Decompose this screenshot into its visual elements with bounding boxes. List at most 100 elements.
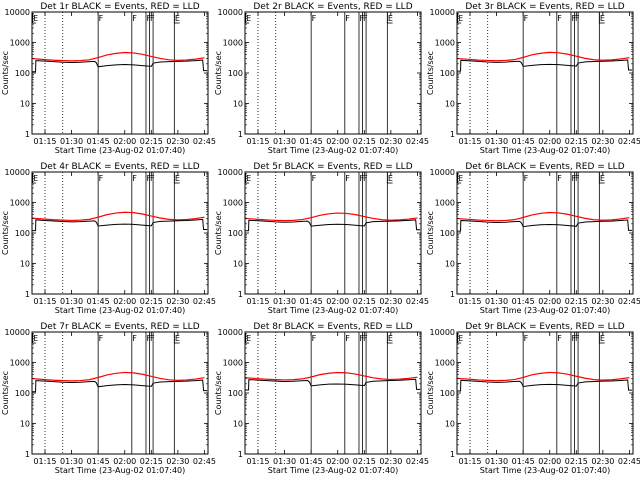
lld-series-line — [244, 212, 418, 222]
x-tick-label: 02:15 — [565, 457, 588, 466]
y-tick-label: 1000 — [435, 199, 455, 208]
y-tick-label: 100 — [440, 389, 455, 398]
mark-label: E — [175, 14, 180, 23]
mark-label: F — [571, 14, 576, 23]
y-tick-label: 10 — [445, 100, 455, 109]
y-tick-label: 10000 — [5, 328, 30, 337]
x-tick-label: 02:00 — [326, 457, 349, 466]
x-tick-label: 01:30 — [485, 457, 508, 466]
y-tick-label: 100 — [228, 69, 243, 78]
events-series-line — [32, 59, 208, 73]
y-axis-label: Counts/sec — [426, 51, 435, 95]
x-tick-label: 02:30 — [379, 297, 402, 306]
x-tick-label: 02:15 — [353, 297, 376, 306]
mark-label: F — [132, 174, 137, 183]
x-tick-label: 02:00 — [113, 137, 136, 146]
mark-label: E — [246, 174, 251, 183]
x-tick-label: 02:30 — [379, 137, 402, 146]
mark-label: F — [146, 334, 151, 343]
plot-frame — [31, 11, 209, 135]
x-tick-label: 02:15 — [565, 137, 588, 146]
x-axis-label: Start Time (23-Aug-02 01:07:40) — [268, 146, 399, 155]
mark-label: F — [146, 174, 151, 183]
lld-series-line — [456, 211, 630, 222]
x-tick-label: 02:15 — [353, 137, 376, 146]
x-tick-label: 02:15 — [353, 457, 376, 466]
x-tick-label: 01:30 — [60, 457, 83, 466]
x-tick-label: 01:45 — [87, 297, 110, 306]
y-axis-label: Counts/sec — [1, 211, 10, 255]
lld-series-line — [456, 371, 630, 382]
y-tick-label: 1 — [450, 130, 455, 139]
x-tick-label: 01:30 — [60, 137, 83, 146]
x-tick-label: 02:15 — [140, 457, 163, 466]
x-tick-label: 02:00 — [113, 297, 136, 306]
mark-label: E — [458, 334, 463, 343]
y-tick-label: 10000 — [5, 8, 30, 17]
mark-label: E — [388, 334, 393, 343]
mark-label: F — [150, 174, 155, 183]
x-tick-label: 02:45 — [193, 297, 216, 306]
y-tick-label: 10 — [233, 420, 243, 429]
x-axis-label: Start Time (23-Aug-02 01:07:40) — [268, 466, 399, 475]
events-series-line — [32, 218, 208, 232]
panel-title: Det 7r BLACK = Events, RED = LLD — [40, 322, 199, 332]
y-tick-label: 1000 — [223, 359, 243, 368]
x-tick-label: 01:15 — [246, 137, 269, 146]
x-tick-label: 01:15 — [458, 297, 481, 306]
mark-label: E — [388, 14, 393, 23]
x-tick-label: 01:15 — [33, 137, 56, 146]
mark-label: F — [575, 334, 580, 343]
mark-label: E — [246, 334, 251, 343]
y-axis-label: Counts/sec — [426, 371, 435, 415]
y-tick-label: 1 — [238, 130, 243, 139]
x-axis-label: Start Time (23-Aug-02 01:07:40) — [55, 306, 186, 315]
x-tick-label: 01:30 — [273, 457, 296, 466]
lld-series-line — [31, 51, 205, 62]
x-tick-label: 01:15 — [246, 457, 269, 466]
x-tick-label: 02:15 — [140, 297, 163, 306]
x-tick-label: 02:45 — [406, 297, 429, 306]
mark-label: F — [150, 334, 155, 343]
y-tick-label: 10 — [233, 100, 243, 109]
mark-label: F — [359, 174, 364, 183]
y-axis-label: Counts/sec — [214, 371, 223, 415]
mark-label: F — [363, 174, 368, 183]
mark-label: E — [600, 334, 605, 343]
events-series-line — [457, 379, 633, 392]
x-tick-label: 01:15 — [458, 137, 481, 146]
mark-label: F — [571, 174, 576, 183]
x-tick-label: 01:45 — [512, 457, 535, 466]
mark-label: F — [132, 334, 137, 343]
mark-label: E — [175, 334, 180, 343]
x-tick-label: 02:00 — [326, 137, 349, 146]
mark-label: F — [99, 334, 104, 343]
mark-label: F — [312, 14, 317, 23]
x-tick-label: 02:30 — [166, 137, 189, 146]
mark-label: F — [99, 14, 104, 23]
mark-label: F — [363, 14, 368, 23]
mark-label: E — [458, 14, 463, 23]
x-tick-label: 02:00 — [113, 457, 136, 466]
mark-label: F — [132, 14, 137, 23]
y-tick-label: 100 — [228, 389, 243, 398]
y-tick-label: 1000 — [435, 359, 455, 368]
x-tick-label: 02:45 — [618, 457, 640, 466]
x-tick-label: 02:15 — [565, 297, 588, 306]
x-tick-label: 02:30 — [166, 297, 189, 306]
x-tick-label: 01:45 — [300, 457, 323, 466]
y-tick-label: 100 — [440, 69, 455, 78]
mark-label: F — [363, 334, 368, 343]
x-tick-label: 01:15 — [458, 457, 481, 466]
y-tick-label: 10000 — [430, 168, 455, 177]
x-tick-label: 01:45 — [512, 137, 535, 146]
x-tick-label: 02:45 — [193, 137, 216, 146]
mark-label: F — [359, 334, 364, 343]
mark-label: F — [524, 14, 529, 23]
events-series-line — [457, 219, 633, 232]
y-tick-label: 10 — [20, 260, 30, 269]
